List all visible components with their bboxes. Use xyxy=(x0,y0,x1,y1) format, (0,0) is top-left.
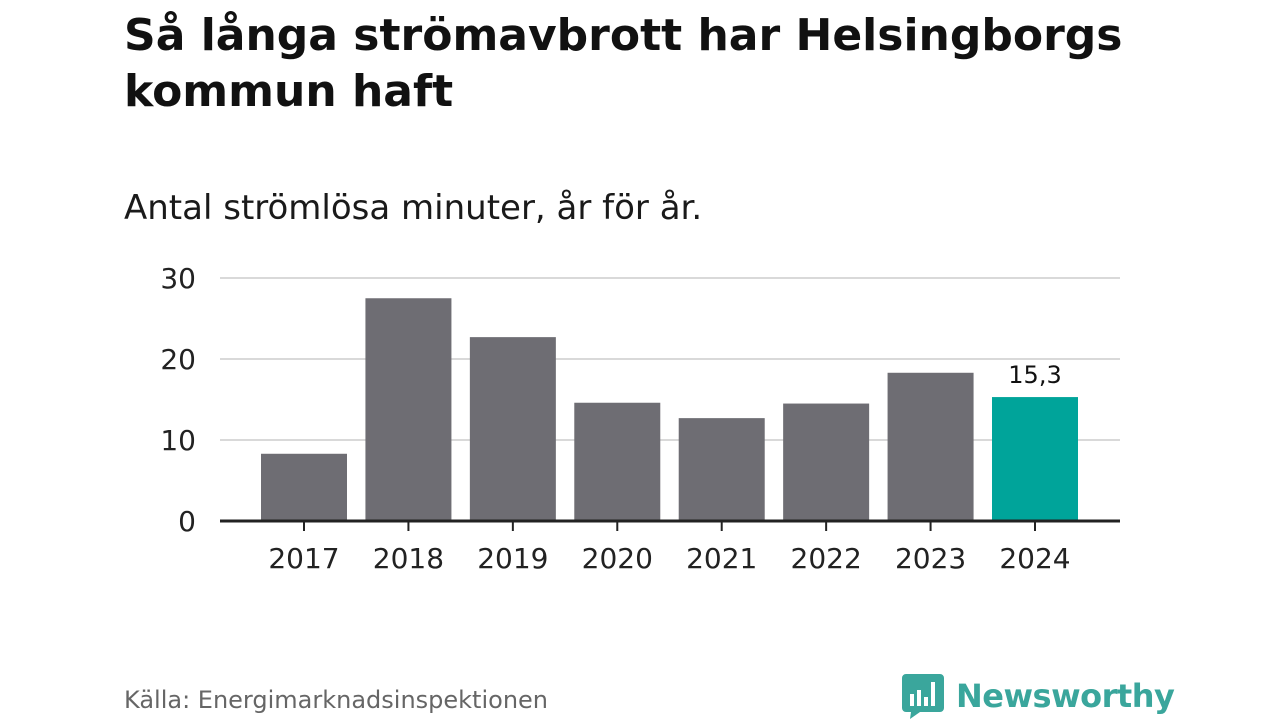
bar-2019 xyxy=(469,337,556,521)
chart-title: Så långa strömavbrott har Helsingborgs k… xyxy=(124,10,1123,117)
x-tick-label: 2019 xyxy=(477,542,548,575)
x-tick-label: 2018 xyxy=(373,542,444,575)
chart-subtitle: Antal strömlösa minuter, år för år. xyxy=(124,188,703,228)
bar-2022 xyxy=(783,403,870,521)
brand-logo: Newsworthy xyxy=(902,672,1175,720)
y-tick-label: 30 xyxy=(160,262,196,295)
data-label: 15,3 xyxy=(1008,361,1061,389)
source-note: Källa: Energimarknadsinspektionen xyxy=(124,686,549,714)
bar-2020 xyxy=(574,402,661,521)
bar-2024 xyxy=(992,397,1078,521)
bar-chart: 0 10 20 30 15,3 2017 2018 2019 2020 2021 2022 202… xyxy=(160,262,1120,575)
x-tick-label: 2023 xyxy=(895,542,966,575)
bar-2023 xyxy=(887,372,974,521)
bar-2018 xyxy=(365,298,452,521)
x-tick-label: 2020 xyxy=(582,542,653,575)
y-tick-label: 10 xyxy=(160,424,196,457)
y-tick-label: 0 xyxy=(178,505,196,538)
bar-chart-speech-bubble-icon xyxy=(902,674,944,719)
x-tick-label: 2022 xyxy=(791,542,862,575)
x-tick-label: 2021 xyxy=(686,542,757,575)
x-tick-label: 2024 xyxy=(999,542,1070,575)
y-tick-label: 20 xyxy=(160,343,196,376)
brand-name: Newsworthy xyxy=(956,677,1175,715)
x-tick-label: 2017 xyxy=(268,542,339,575)
bar-2017 xyxy=(261,453,347,521)
bar-2021 xyxy=(678,418,765,521)
